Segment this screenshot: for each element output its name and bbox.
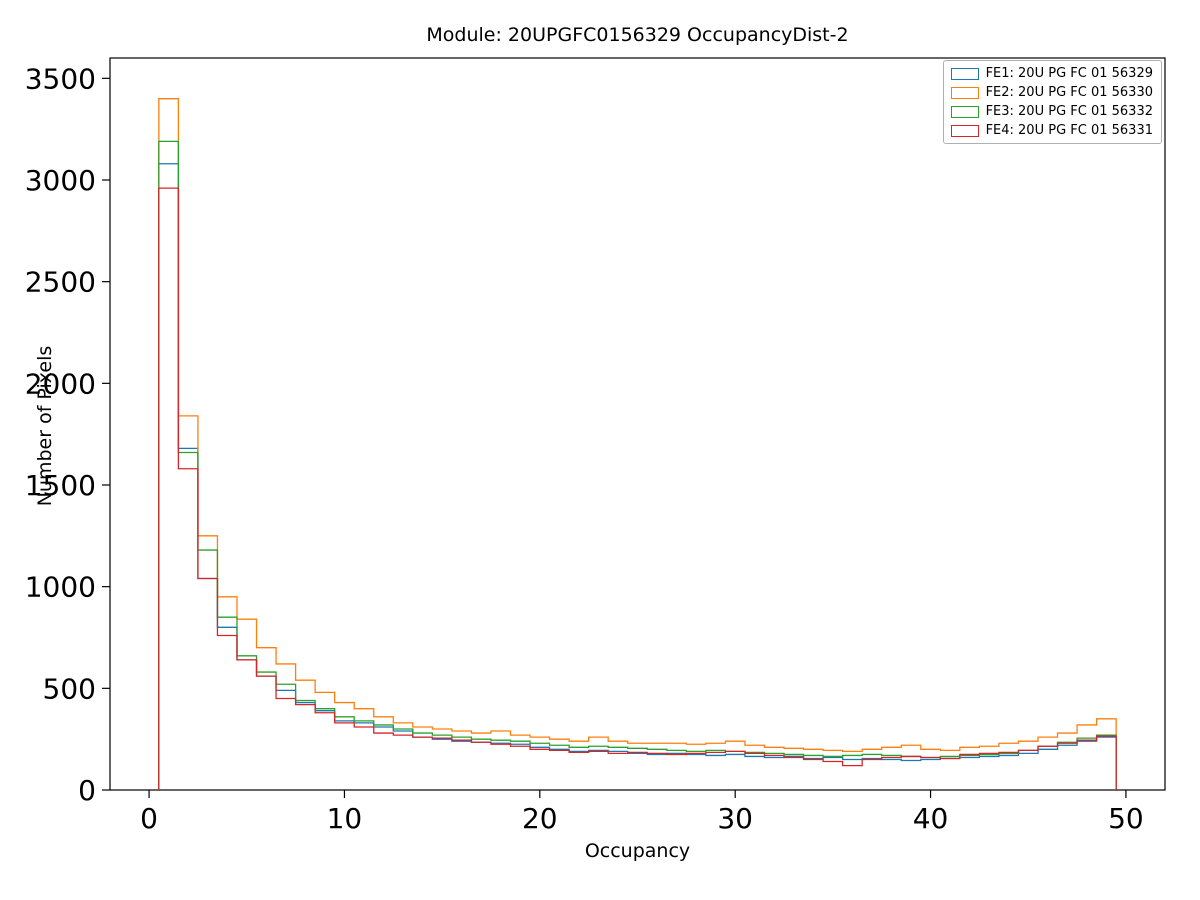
legend-item-fe4: FE4: 20U PG FC 01 56331 xyxy=(950,123,1153,138)
x-axis-label: Occupancy xyxy=(584,840,691,862)
legend-swatch-fe2 xyxy=(950,86,979,99)
y-tick-label: 1000 xyxy=(25,571,96,604)
x-tick-label: 20 xyxy=(522,802,558,835)
y-tick-label: 500 xyxy=(43,672,96,705)
x-tick-label: 0 xyxy=(140,802,158,835)
series-2-steps xyxy=(158,98,1117,790)
legend-swatch-fe1 xyxy=(950,67,979,80)
legend-item-fe3: FE3: 20U PG FC 01 56332 xyxy=(950,104,1153,119)
series-3-steps xyxy=(158,140,1117,790)
legend: FE1: 20U PG FC 01 56329 FE2: 20U PG FC 0… xyxy=(942,60,1162,144)
legend-label-fe2: FE2: 20U PG FC 01 56330 xyxy=(985,85,1153,100)
y-axis-label: Number of Pixels xyxy=(34,345,56,507)
chart-title: Module: 20UPGFC0156329 OccupancyDist-2 xyxy=(426,24,849,46)
legend-label-fe4: FE4: 20U PG FC 01 56331 xyxy=(985,123,1153,138)
y-tick-label: 1500 xyxy=(25,469,96,502)
series-1-steps xyxy=(158,163,1117,790)
y-tick-label: 0 xyxy=(78,774,96,807)
legend-label-fe3: FE3: 20U PG FC 01 56332 xyxy=(985,104,1153,119)
y-tick-label: 2000 xyxy=(25,367,96,400)
legend-item-fe1: FE1: 20U PG FC 01 56329 xyxy=(950,66,1153,81)
legend-swatch-fe3 xyxy=(950,105,979,118)
legend-item-fe2: FE2: 20U PG FC 01 56330 xyxy=(950,85,1153,100)
x-tick-label: 50 xyxy=(1108,802,1144,835)
y-tick-label: 3500 xyxy=(25,62,96,95)
x-tick-label: 10 xyxy=(327,802,363,835)
legend-label-fe1: FE1: 20U PG FC 01 56329 xyxy=(985,66,1153,81)
x-tick-label: 40 xyxy=(913,802,949,835)
y-tick-label: 3000 xyxy=(25,164,96,197)
series-4-steps xyxy=(158,187,1117,790)
legend-swatch-fe4 xyxy=(950,124,979,137)
axes-frame xyxy=(109,57,1166,791)
y-tick-label: 2500 xyxy=(25,266,96,299)
x-tick-label: 30 xyxy=(717,802,753,835)
